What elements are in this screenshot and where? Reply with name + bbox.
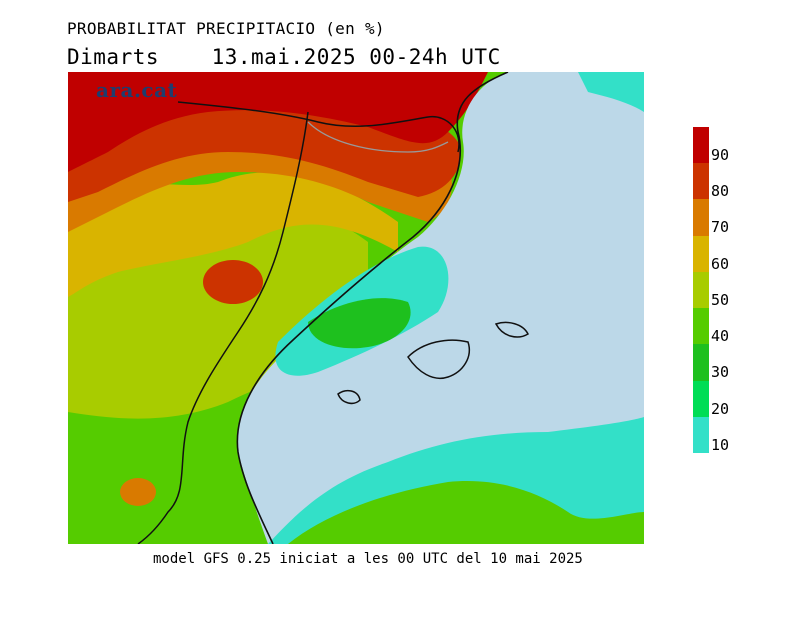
- island-mallorca: [407, 339, 470, 379]
- zone-40-50-sea: [288, 481, 644, 544]
- colorbar-segment: [693, 380, 709, 418]
- zone-90-plus: [68, 72, 488, 172]
- island-menorca: [494, 321, 529, 338]
- chart-subtitle: Dimarts 13.mai.2025 00-24h UTC: [67, 45, 501, 69]
- colorbar-segment: [693, 163, 709, 200]
- colorbar-label: 60: [711, 254, 730, 273]
- island-ibiza: [337, 389, 361, 405]
- colorbar-segment: [693, 308, 709, 345]
- zone-80-blob: [203, 260, 263, 304]
- colorbar-segment: [693, 235, 709, 273]
- watermark-logo: ara.cat: [96, 78, 178, 102]
- zone-10-20-top: [578, 72, 644, 112]
- colorbar-segment: [693, 127, 709, 164]
- colorbar: [693, 127, 709, 454]
- colorbar-segment: [693, 271, 709, 309]
- coastline: [236, 72, 509, 544]
- colorbar-label: 90: [711, 146, 730, 164]
- colorbar-segment: [693, 199, 709, 237]
- region-border: [137, 111, 309, 544]
- colorbar-segment: [693, 416, 709, 454]
- colorbar-label: 20: [711, 399, 730, 418]
- colorbar-label: 80: [711, 182, 730, 201]
- colorbar-label: 40: [711, 327, 730, 346]
- model-footer: model GFS 0.25 iniciat a les 00 UTC del …: [153, 551, 583, 567]
- probability-map: [68, 72, 644, 544]
- zone-70-blob: [120, 478, 156, 506]
- chart-title: PROBABILITAT PRECIPITACIO (en %): [67, 19, 385, 38]
- zone-20-30-sea: [308, 298, 411, 349]
- colorbar-label: 10: [711, 435, 730, 454]
- france-border: [177, 101, 460, 153]
- colorbar-label: 50: [711, 290, 730, 309]
- colorbar-segment: [693, 344, 709, 382]
- map-svg: [68, 72, 644, 544]
- zone-60-70: [68, 172, 398, 297]
- sea: [237, 72, 644, 544]
- colorbar-label: 70: [711, 218, 730, 237]
- river: [307, 121, 449, 153]
- colorbar-label: 30: [711, 363, 730, 382]
